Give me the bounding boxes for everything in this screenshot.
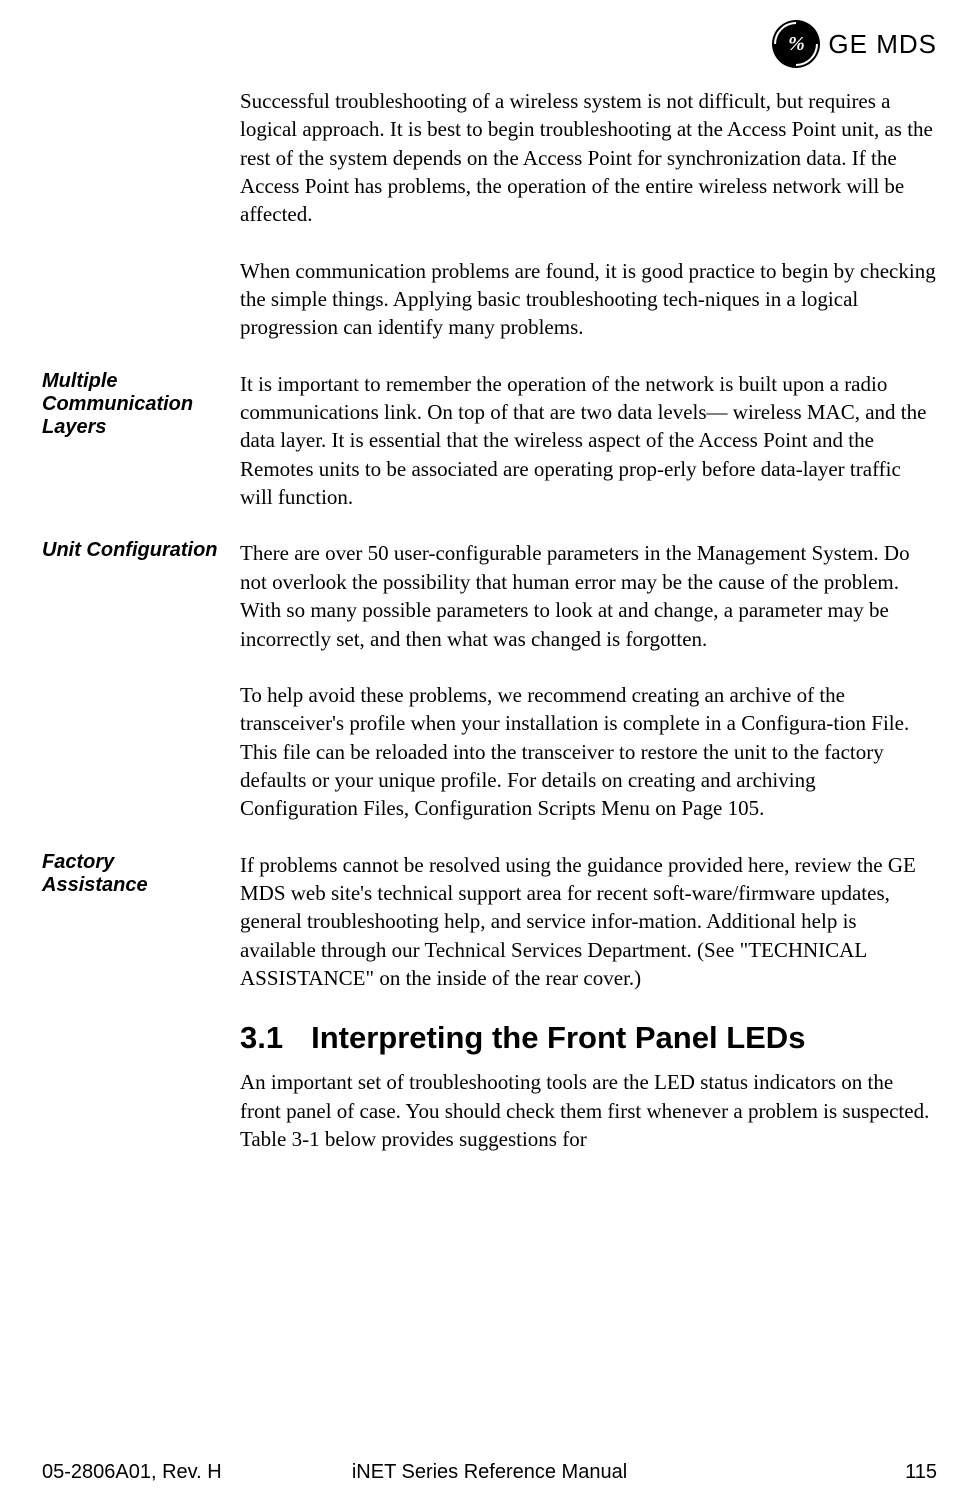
body-paragraph-1: Successful troubleshooting of a wireless… bbox=[240, 87, 937, 229]
ge-logo-icon: % bbox=[772, 20, 820, 68]
heading-title: Interpreting the Front Panel LEDs bbox=[311, 1020, 805, 1055]
ge-logo-text: % bbox=[788, 34, 805, 54]
section-multiple-communication-layers: Multiple Communication Layers It is impo… bbox=[42, 370, 937, 512]
section-unit-configuration: Unit Configuration There are over 50 use… bbox=[42, 539, 937, 652]
side-heading-empty-3 bbox=[42, 681, 240, 823]
paragraph-section-7: An important set of troubleshooting tool… bbox=[42, 1068, 937, 1153]
footer-page-number: 115 bbox=[905, 1461, 937, 1484]
body-paragraph-6: If problems cannot be resolved using the… bbox=[240, 851, 937, 993]
side-heading-empty-4 bbox=[42, 1068, 240, 1153]
section-factory-assistance: Factory Assistance If problems cannot be… bbox=[42, 851, 937, 993]
body-paragraph-4: There are over 50 user-configurable para… bbox=[240, 539, 937, 652]
body-paragraph-3: It is important to remember the operatio… bbox=[240, 370, 937, 512]
side-heading-empty-1 bbox=[42, 87, 240, 229]
paragraph-section-5: To help avoid these problems, we recomme… bbox=[42, 681, 937, 823]
footer-document-id: 05-2806A01, Rev. H bbox=[42, 1461, 222, 1484]
heading-number: 3.1 bbox=[240, 1020, 283, 1056]
section-heading-3-1: 3.1 Interpreting the Front Panel LEDs bbox=[240, 1020, 937, 1056]
body-paragraph-7: An important set of troubleshooting tool… bbox=[240, 1068, 937, 1153]
paragraph-section-2: When communication problems are found, i… bbox=[42, 257, 937, 342]
side-heading-unit-configuration: Unit Configuration bbox=[42, 539, 240, 652]
page-header: % GE MDS bbox=[772, 20, 937, 68]
paragraph-section-1: Successful troubleshooting of a wireless… bbox=[42, 87, 937, 229]
page-content: Successful troubleshooting of a wireless… bbox=[0, 87, 979, 1181]
side-heading-empty-2 bbox=[42, 257, 240, 342]
side-heading-factory-assistance: Factory Assistance bbox=[42, 851, 240, 993]
footer-manual-title: iNET Series Reference Manual bbox=[352, 1461, 627, 1484]
page-footer: 05-2806A01, Rev. H iNET Series Reference… bbox=[42, 1461, 937, 1484]
side-heading-multiple-communication-layers: Multiple Communication Layers bbox=[42, 370, 240, 512]
brand-text: GE MDS bbox=[828, 29, 937, 60]
body-paragraph-5: To help avoid these problems, we recomme… bbox=[240, 681, 937, 823]
body-paragraph-2: When communication problems are found, i… bbox=[240, 257, 937, 342]
